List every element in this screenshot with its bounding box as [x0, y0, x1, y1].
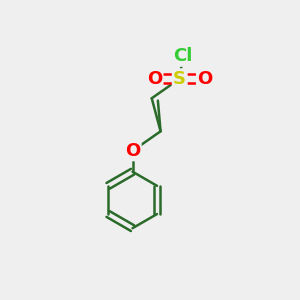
Text: Cl: Cl [173, 47, 192, 65]
Text: S: S [173, 70, 186, 88]
Text: O: O [125, 142, 140, 160]
Text: O: O [197, 70, 213, 88]
Text: O: O [147, 70, 162, 88]
